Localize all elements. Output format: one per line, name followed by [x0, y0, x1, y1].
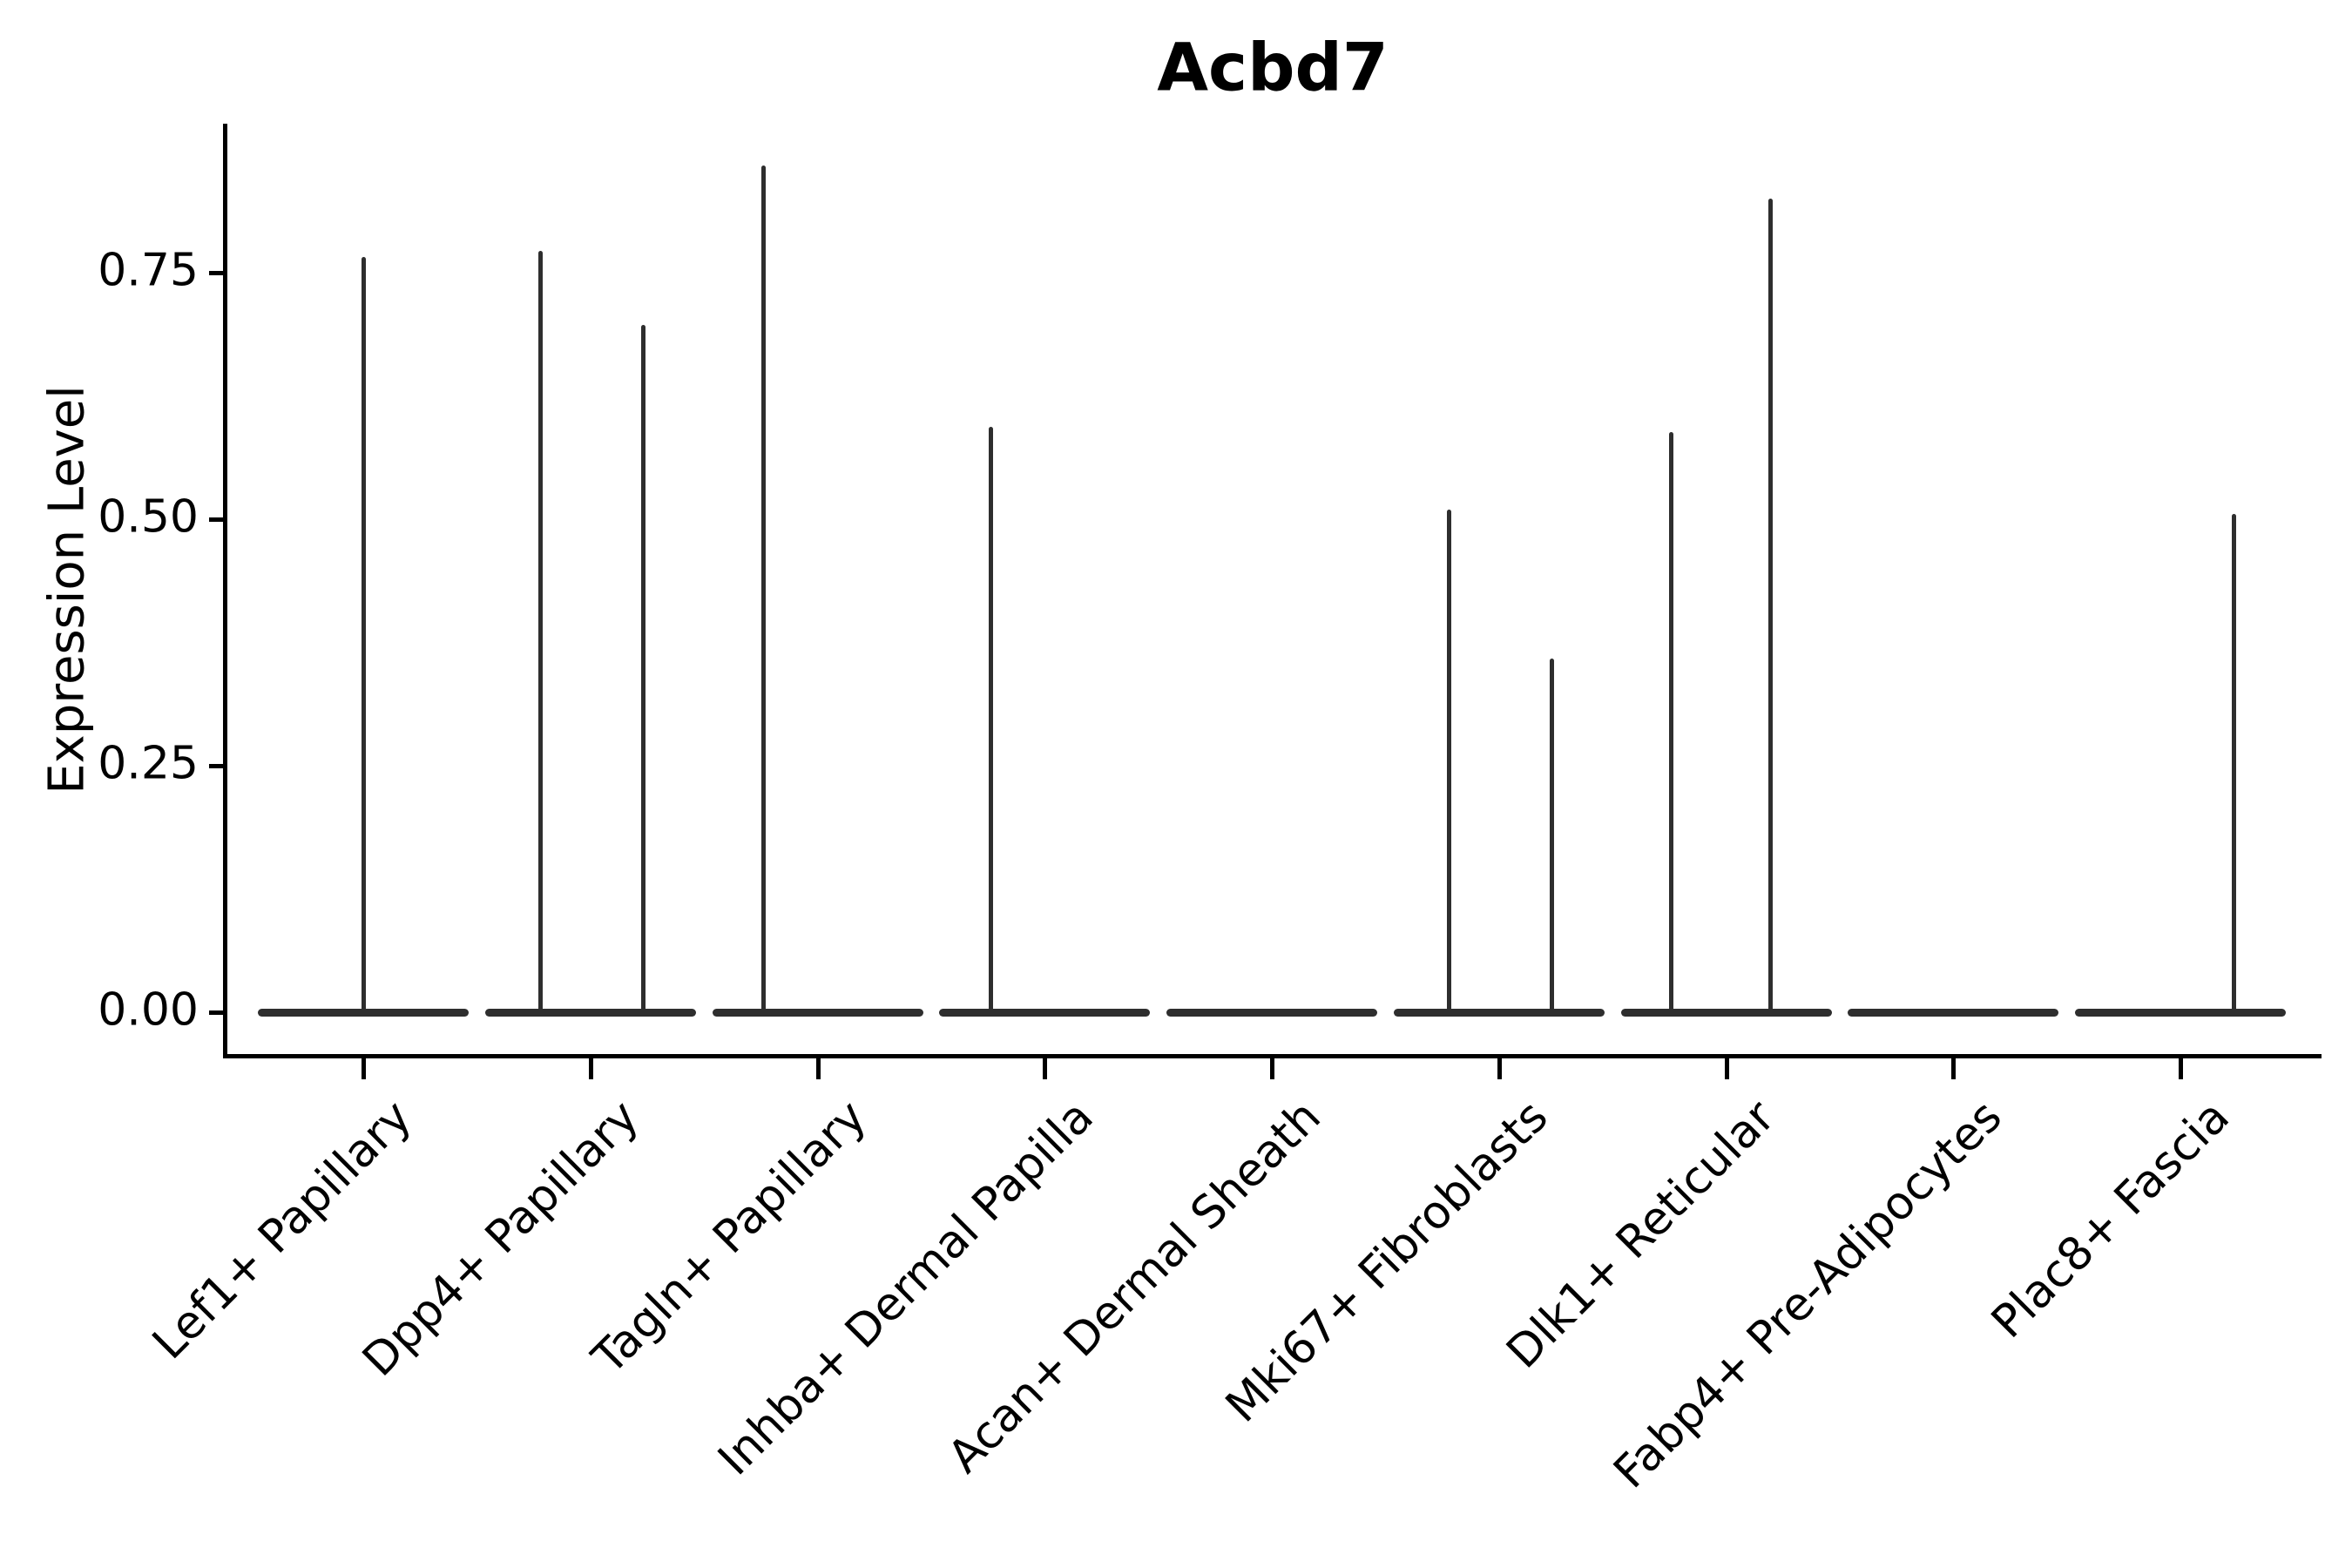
violin-baseline: [1620, 1008, 1832, 1017]
y-tick-label: 0.00: [98, 983, 199, 1037]
x-category-label: Acan+ Dermal Sheath: [937, 1091, 1331, 1484]
x-tick-mark: [1724, 1058, 1729, 1079]
violin-density-spike: [641, 324, 646, 1016]
violin-baseline: [1166, 1008, 1377, 1017]
violin-density-spike: [1550, 658, 1555, 1016]
violin-density-spike: [1447, 509, 1452, 1016]
x-category-label: Plac8+ Fascia: [1981, 1091, 2240, 1348]
violin-density-spike: [361, 256, 366, 1016]
violin-baseline: [1393, 1008, 1605, 1017]
x-tick-mark: [1270, 1058, 1274, 1079]
y-axis-label: Expression Level: [38, 385, 96, 794]
y-axis-spine: [223, 124, 227, 1058]
y-tick-mark: [209, 517, 223, 522]
y-tick-label: 0.25: [98, 737, 199, 790]
y-tick-label: 0.75: [98, 244, 199, 297]
x-axis-spine: [223, 1054, 2322, 1058]
y-tick-mark: [209, 764, 223, 768]
x-tick-mark: [362, 1058, 366, 1079]
chart-title: Acbd7: [1157, 28, 1389, 106]
violin-baseline: [484, 1008, 696, 1017]
x-category-label: Inhba+ Dermal Papilla: [708, 1091, 1104, 1486]
x-tick-mark: [588, 1058, 593, 1079]
violin-baseline: [2075, 1008, 2286, 1017]
violin-density-spike: [761, 165, 766, 1016]
violin-baseline: [939, 1008, 1151, 1017]
x-category-label: Fabp4+ Pre-Adipocytes: [1604, 1091, 2012, 1499]
violin-density-spike: [1669, 432, 1673, 1016]
x-tick-mark: [1951, 1058, 1957, 1079]
x-tick-mark: [1497, 1058, 1502, 1079]
y-tick-mark: [209, 1010, 223, 1015]
violin-density-spike: [1768, 199, 1773, 1016]
y-tick-mark: [209, 271, 223, 275]
x-tick-mark: [1043, 1058, 1048, 1079]
y-tick-label: 0.50: [98, 490, 199, 544]
x-tick-mark: [815, 1058, 821, 1079]
violin-density-spike: [538, 251, 544, 1016]
violin-density-spike: [988, 426, 993, 1016]
x-tick-mark: [2179, 1058, 2183, 1079]
violin-baseline: [1848, 1008, 2059, 1017]
violin-density-spike: [2231, 514, 2236, 1016]
violin-baseline: [712, 1008, 923, 1017]
